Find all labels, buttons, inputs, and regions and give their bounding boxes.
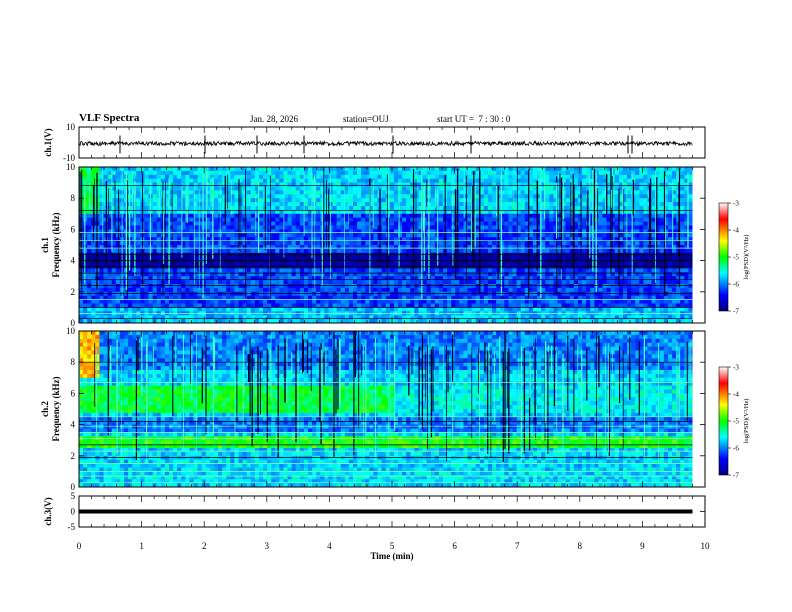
xtick-label: 2 (202, 541, 207, 551)
xtick-label: 1 (139, 541, 144, 551)
chart-title: VLF Spectra (79, 112, 140, 124)
ytick-label: 2 (71, 451, 76, 461)
ytick-label: 10 (66, 122, 76, 132)
xtick-label: 8 (578, 541, 583, 551)
ylabel-1: ch.1(V) (43, 128, 53, 156)
xtick-label: 9 (640, 541, 645, 551)
ytick-label: 2 (71, 287, 76, 297)
ytick-label: 4 (71, 256, 76, 266)
colorbar-tick-label: -6 (733, 445, 739, 453)
xaxis-label: Time (min) (370, 551, 413, 561)
colorbar-label: log(PSD)(V²/Hz) (743, 235, 750, 280)
ylabel-channel: ch.2 (40, 401, 50, 417)
ytick-label: 0 (71, 482, 76, 492)
ytick-label: 10 (66, 162, 76, 172)
spectrogram-1 (79, 167, 705, 324)
ytick-label: -10 (63, 153, 75, 163)
ytick-label: 10 (66, 326, 76, 336)
ch1-waveform (78, 135, 693, 154)
xtick-label: 5 (390, 541, 395, 551)
xtick-label: 6 (452, 541, 457, 551)
ytick-label: 6 (71, 224, 76, 234)
colorbar-tick-label: -4 (733, 391, 739, 399)
ytick-label: 0 (71, 318, 76, 328)
colorbar-tick-label: -6 (733, 281, 739, 289)
station-label: station=OUJ (343, 114, 389, 124)
colorbar-tick-label: -4 (733, 227, 739, 235)
colorbar-2 (718, 366, 729, 476)
ytick-label: 5 (71, 491, 76, 501)
start-ut-label: start UT = 7 : 30 : 0 (437, 114, 510, 124)
colorbar-tick-label: -7 (733, 308, 739, 316)
ytick-label: 0 (71, 507, 76, 517)
ytick-label: 4 (71, 420, 76, 430)
ylabel-frequency: Frequency (kHz) (51, 212, 61, 277)
start-ut-prefix: start UT = (437, 114, 474, 124)
ytick-label: 8 (71, 357, 76, 367)
start-ut-time: 7 : 30 : 0 (478, 114, 511, 124)
ytick-label: -5 (68, 522, 76, 532)
colorbar-tick-label: -5 (733, 418, 739, 426)
xtick-label: 4 (327, 541, 332, 551)
ylabel-channel: ch.1 (40, 237, 50, 253)
xtick-label: 10 (701, 541, 711, 551)
spectrogram-2 (78, 331, 705, 488)
colorbar-tick-label: -5 (733, 254, 739, 262)
colorbar-label: log(PSD)(V²/Hz) (743, 399, 750, 444)
date-label: Jan. 28, 2026 (250, 114, 298, 124)
colorbar-tick-label: -7 (733, 472, 739, 480)
ytick-label: 8 (71, 193, 76, 203)
xtick-label: 0 (77, 541, 82, 551)
colorbar-tick-label: -3 (733, 200, 739, 208)
xtick-label: 3 (265, 541, 270, 551)
colorbar-tick-label: -3 (733, 364, 739, 372)
ylabel-4: ch.3(V) (43, 497, 53, 525)
colorbar-1 (718, 202, 729, 312)
ytick-label: 6 (71, 388, 76, 398)
xtick-label: 7 (515, 541, 520, 551)
ylabel-frequency: Frequency (kHz) (51, 376, 61, 441)
